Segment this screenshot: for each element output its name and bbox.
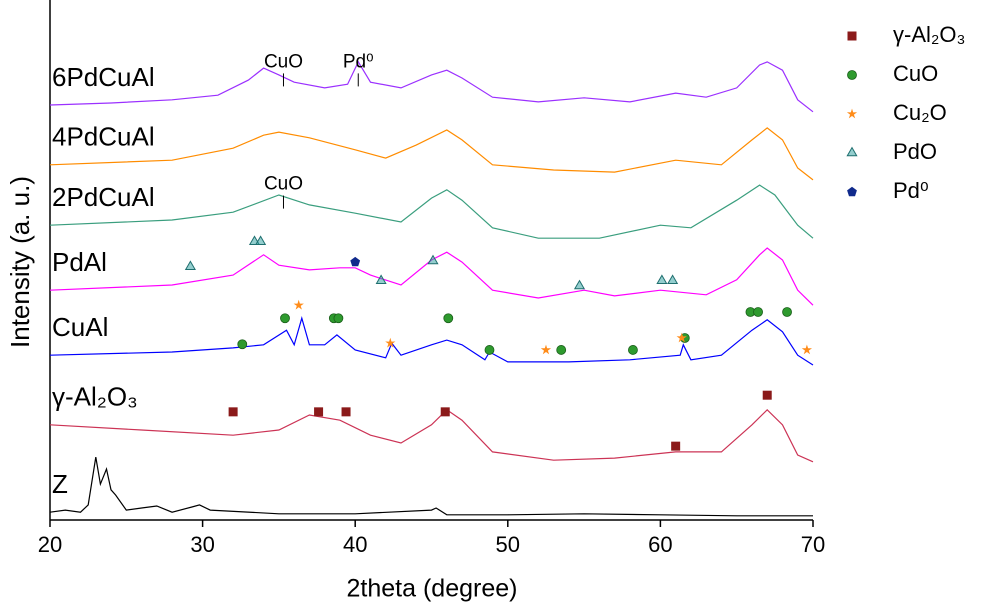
curve-label: γ-Al₂O₃ — [52, 382, 138, 412]
x-tick-label: 70 — [801, 532, 825, 557]
marker-square — [671, 441, 681, 451]
marker-square — [440, 407, 450, 417]
xrd-curve — [49, 127, 814, 181]
legend-label: Pd⁰ — [893, 178, 929, 203]
marker-circle — [556, 345, 567, 355]
marker-triangle — [667, 274, 679, 284]
x-tick-label: 40 — [343, 532, 367, 557]
curve-label: 4PdCuAl — [52, 122, 155, 152]
marker-square — [762, 390, 772, 400]
curve-label: Z — [52, 469, 68, 499]
xrd-curve — [49, 247, 814, 306]
marker-pentagon — [350, 256, 361, 267]
annotation: CuO — [264, 174, 303, 195]
marker-circle — [782, 307, 792, 317]
marker-triangle — [846, 146, 858, 157]
marker-circle — [847, 70, 857, 80]
marker-circle — [443, 313, 454, 324]
y-axis-label: Intensity (a. u.) — [5, 176, 35, 348]
curve-label: PdAl — [52, 247, 107, 277]
x-axis-label: 2theta (degree) — [347, 575, 518, 603]
xrd-curve — [49, 60, 814, 113]
x-tick-label: 60 — [648, 532, 672, 557]
xrd-curve — [49, 184, 814, 239]
x-tick-label: 50 — [496, 532, 520, 557]
xrd-curve — [49, 408, 814, 463]
xrd-curve — [49, 456, 813, 517]
marker-circle — [280, 313, 290, 324]
marker-star — [676, 332, 687, 343]
marker-star — [801, 344, 812, 355]
marker-triangle — [184, 260, 196, 270]
xrd-curve — [49, 316, 814, 366]
marker-square — [228, 407, 238, 417]
marker-square — [314, 407, 324, 417]
marker-triangle — [255, 235, 267, 245]
marker-circle — [333, 313, 344, 324]
marker-triangle — [656, 274, 668, 284]
legend-label: γ-Al₂O₃ — [893, 22, 966, 47]
x-tick-label: 30 — [190, 532, 214, 557]
legend-label: Cu₂O — [893, 100, 947, 125]
marker-triangle — [427, 254, 439, 265]
marker-circle — [237, 339, 248, 350]
marker-circle — [628, 345, 638, 355]
marker-star — [540, 344, 552, 355]
marker-star — [385, 337, 396, 348]
marker-star — [293, 299, 304, 310]
marker-triangle — [375, 274, 387, 284]
marker-star — [846, 108, 858, 119]
curve-label: CuAl — [52, 312, 108, 342]
curve-label: 6PdCuAl — [52, 62, 155, 92]
marker-circle — [484, 345, 495, 355]
marker-square — [847, 31, 857, 41]
marker-pentagon — [847, 186, 857, 197]
curve-label: 2PdCuAl — [52, 182, 155, 212]
marker-triangle — [573, 279, 586, 290]
legend-label: CuO — [893, 61, 938, 86]
annotation: CuO — [264, 51, 303, 72]
marker-square — [341, 407, 351, 417]
x-tick-label: 20 — [38, 532, 62, 557]
legend-label: PdO — [893, 139, 937, 164]
marker-circle — [753, 307, 763, 317]
annotation: Pd⁰ — [343, 51, 374, 72]
